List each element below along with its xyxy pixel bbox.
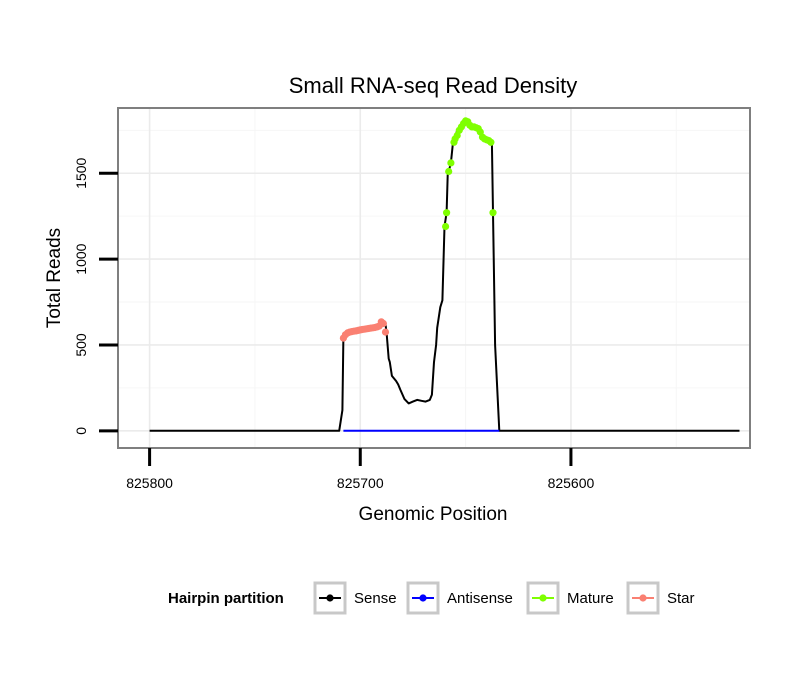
legend-label-star: Star (667, 590, 695, 607)
y-tick-label: 1000 (73, 243, 89, 274)
y-tick-label: 500 (73, 333, 89, 357)
legend-title: Hairpin partition (168, 590, 284, 607)
data-point-mature (447, 159, 455, 167)
data-point-mature (445, 167, 453, 176)
y-tick-label: 1500 (73, 157, 89, 188)
y-axis-label: Total Reads (44, 228, 65, 328)
legend-key-point (639, 594, 647, 602)
x-tick-label: 825600 (548, 475, 595, 491)
chart-title: Small RNA-seq Read Density (289, 73, 578, 98)
x-axis: 825800 825700 825600 (126, 448, 595, 491)
plot-area (117, 107, 751, 449)
panel-border (117, 107, 751, 449)
y-tick-label: 0 (73, 427, 89, 435)
legend-key-point (419, 594, 427, 602)
x-tick-label: 825700 (337, 475, 384, 491)
x-axis-label: Genomic Position (359, 504, 508, 525)
data-point-mature (442, 222, 450, 231)
data-point-star (381, 328, 390, 336)
legend-key-point (326, 594, 334, 602)
legend-label-sense: Sense (354, 590, 397, 607)
data-point-mature (489, 209, 497, 217)
legend-label-mature: Mature (567, 590, 614, 607)
series-points (339, 117, 497, 342)
legend: Hairpin partition Sense Antisense Mature St… (168, 581, 695, 615)
legend-label-antisense: Antisense (447, 590, 513, 607)
minor-gridlines (118, 108, 750, 448)
data-point-star (379, 319, 387, 328)
data-point-mature (443, 209, 451, 217)
data-point-mature (487, 138, 495, 146)
legend-key-point (539, 594, 547, 602)
panel-background (118, 108, 750, 448)
x-tick-label: 825800 (126, 475, 173, 491)
y-axis: 0 500 1000 1500 (73, 157, 118, 435)
